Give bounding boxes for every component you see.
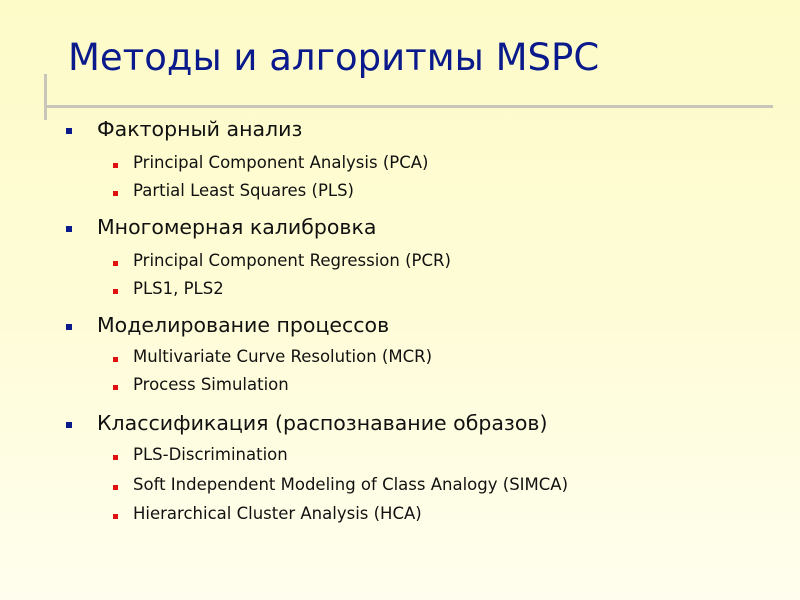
list-item: Soft Independent Modeling of Class Analo… <box>113 475 569 494</box>
list-item: Partial Least Squares (PLS) <box>113 181 354 200</box>
item-label: PLS1, PLS2 <box>133 279 224 298</box>
slide-title: Методы и алгоритмы MSPC <box>68 36 600 79</box>
item-label: Hierarchical Cluster Analysis (HCA) <box>133 504 422 523</box>
item-label: Principal Component Analysis (PCA) <box>133 153 429 172</box>
section-label: Многомерная калибровка <box>97 215 377 239</box>
list-item: PLS1, PLS2 <box>113 279 224 298</box>
section-label: Моделирование процессов <box>97 313 390 337</box>
list-item: PLS-Discrimination <box>113 445 288 464</box>
list-item: Process Simulation <box>113 375 289 394</box>
square-bullet-icon <box>113 191 118 196</box>
item-label: Partial Least Squares (PLS) <box>133 181 354 200</box>
square-bullet-icon <box>113 385 118 390</box>
title-divider-vertical <box>44 74 47 120</box>
list-item: Multivariate Curve Resolution (MCR) <box>113 347 433 366</box>
title-divider-horizontal <box>44 105 773 108</box>
square-bullet-icon <box>66 324 72 330</box>
item-label: Soft Independent Modeling of Class Analo… <box>133 475 569 494</box>
item-label: Multivariate Curve Resolution (MCR) <box>133 347 433 366</box>
section-label: Факторный анализ <box>97 117 303 141</box>
list-item: Principal Component Analysis (PCA) <box>113 153 429 172</box>
section-heading: Моделирование процессов <box>66 313 390 337</box>
item-label: PLS-Discrimination <box>133 445 288 464</box>
section-label: Классификация (распознавание образов) <box>97 411 548 435</box>
section-heading: Многомерная калибровка <box>66 215 377 239</box>
item-label: Principal Component Regression (PCR) <box>133 251 451 270</box>
item-label: Process Simulation <box>133 375 289 394</box>
section-heading: Классификация (распознавание образов) <box>66 411 548 435</box>
square-bullet-icon <box>66 422 72 428</box>
list-item: Hierarchical Cluster Analysis (HCA) <box>113 504 422 523</box>
square-bullet-icon <box>113 514 118 519</box>
square-bullet-icon <box>66 128 72 134</box>
square-bullet-icon <box>113 289 118 294</box>
list-item: Principal Component Regression (PCR) <box>113 251 451 270</box>
square-bullet-icon <box>113 357 118 362</box>
square-bullet-icon <box>66 226 72 232</box>
square-bullet-icon <box>113 455 118 460</box>
square-bullet-icon <box>113 261 118 266</box>
square-bullet-icon <box>113 485 118 490</box>
section-heading: Факторный анализ <box>66 117 303 141</box>
square-bullet-icon <box>113 163 118 168</box>
